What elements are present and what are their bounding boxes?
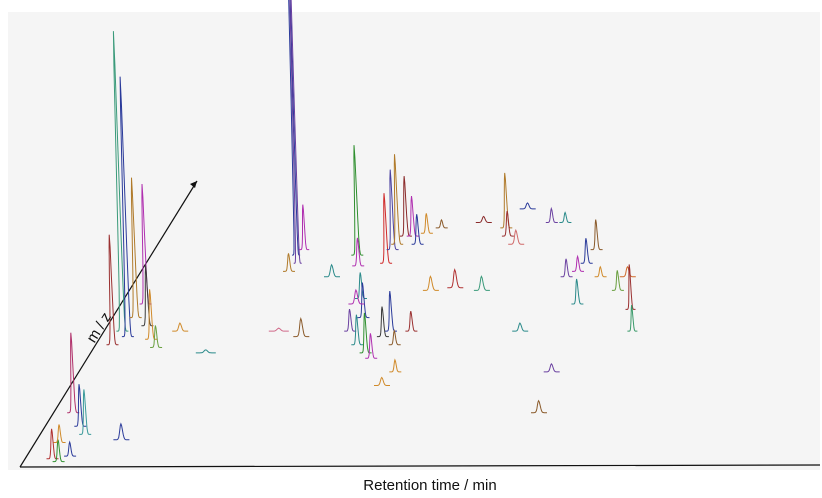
peak-trace [289,0,302,264]
peak-trace [572,254,584,272]
peak-trace [475,215,492,223]
peak-trace [385,291,397,332]
peak-trace [344,308,357,332]
peak-trace [129,177,142,319]
peak-trace [435,218,448,229]
peak-trace [299,204,310,251]
peak-trace [406,196,419,237]
peak-trace [351,145,364,256]
peak-trace [351,314,364,346]
peak-trace [391,154,404,245]
peak-trace [473,275,490,291]
peak-trace [399,176,412,237]
plot-area [8,12,820,470]
peak-trace [500,172,513,229]
peak-trace [627,305,638,332]
peak-trace [53,424,66,443]
peak-trace [560,258,573,278]
peak-trace [365,333,378,359]
peak-trace [64,440,77,457]
peak-trace [411,214,424,245]
peak-trace [625,264,636,310]
peak-trace [580,238,593,264]
peak-trace [374,376,390,386]
peak-trace [531,399,547,414]
peak-trace [172,322,189,332]
peak-trace [376,306,389,338]
peak-trace [355,272,367,299]
peak-trace [112,31,129,332]
peak-trace [195,349,216,354]
peak-trace [119,76,134,338]
peak-trace [141,265,154,327]
peak-trace [559,211,572,223]
peak-trace [508,228,525,245]
peak-trace [324,263,340,278]
peak-trace [293,316,310,338]
peak-trace [79,389,92,435]
peak-trace [150,325,163,348]
peak-trace [420,213,433,234]
peak-trace [386,169,399,251]
peak-trace [352,237,365,267]
peak-trace [545,206,558,223]
peak-trace [145,289,158,340]
peak-trace [543,363,560,373]
peak-trace [389,358,402,373]
peak-trace [519,202,536,210]
peak-trace [268,327,289,332]
peak-trace [405,310,418,332]
x-axis-label: Retention time / min [363,477,496,494]
peak-trace [611,270,624,291]
peak-trace [113,422,130,441]
peak-trace [357,282,370,319]
peak-trace [501,210,514,237]
peak-trace [380,193,393,264]
peak-trace [512,322,529,332]
peak-trace [619,265,636,278]
x-axis [19,464,821,468]
mz-axis-arrowhead [190,181,197,188]
peak-trace [422,275,439,291]
peak-trace [106,234,119,346]
peak-trace [590,219,603,251]
peak-trace [348,288,365,305]
peak-traces [46,0,638,463]
peak-trace [283,253,295,272]
peak-trace [571,278,584,305]
peak-trace [447,268,464,289]
peak-trace [74,384,87,427]
peak-trace [67,332,80,414]
peak-trace [388,329,401,346]
peak-trace [288,0,301,256]
peak-trace [594,265,607,278]
mz-axis-baseline [19,180,198,468]
